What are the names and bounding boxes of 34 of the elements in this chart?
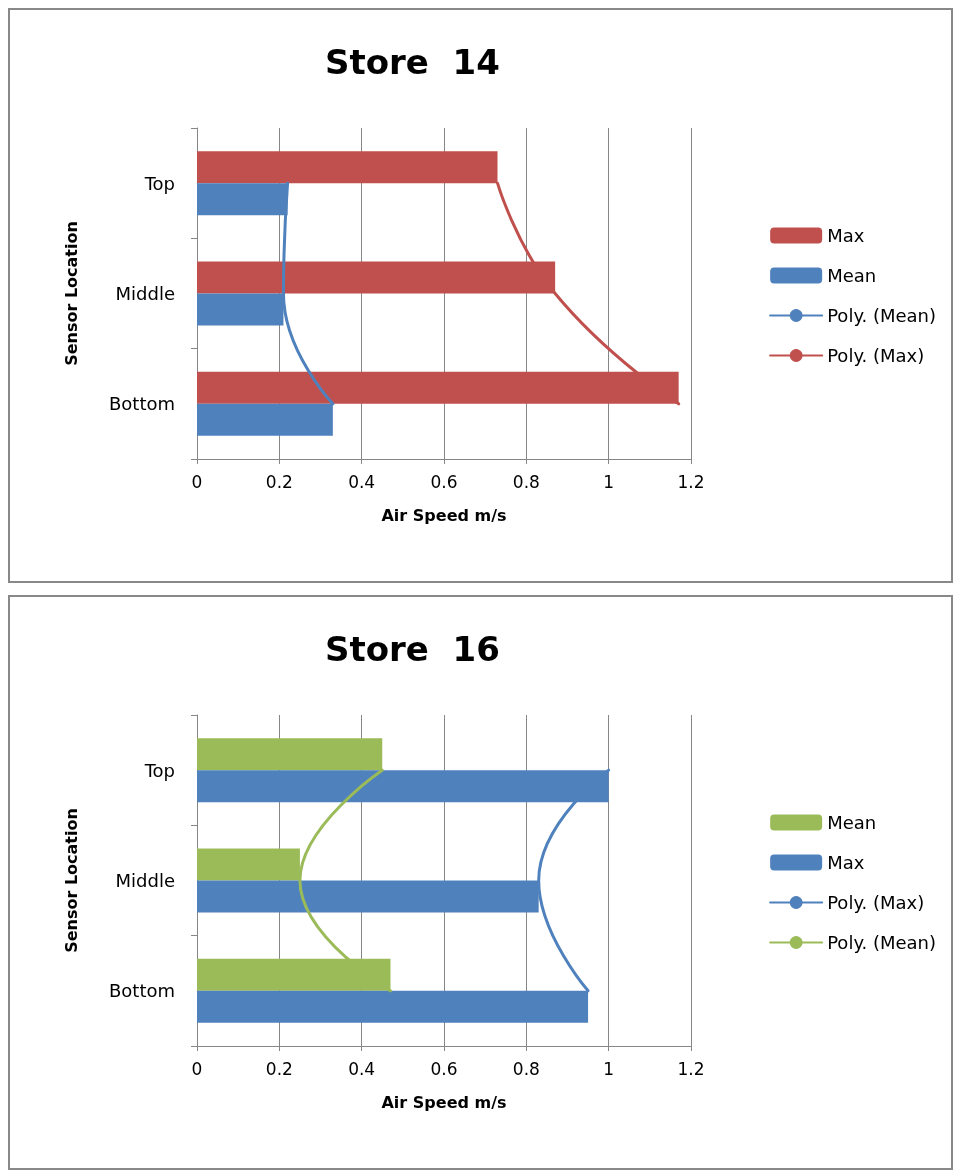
x-tick-label: 1 [603,1058,615,1079]
x-tick-label: 1 [603,471,615,492]
legend-label: Mean [827,812,877,833]
x-tick-label: 0.6 [430,471,458,492]
y-tick-label: Middle [115,870,175,891]
x-tick-label: 0.2 [265,471,293,492]
chart-title: Store 16 [325,629,500,669]
x-tick-label: 0.4 [348,1058,376,1079]
x-tick-label: 0.2 [265,1058,293,1079]
x-tick-label: 1.2 [677,1058,705,1079]
x-tick-label: 1.2 [677,471,705,492]
legend-label: Mean [827,265,877,286]
x-tick-label: 0 [191,471,203,492]
y-tick-label: Top [143,172,175,194]
legend-label: Poly. (Max) [827,345,925,366]
legend-label: Poly. (Mean) [827,932,936,953]
x-axis-title: Air Speed m/s [381,505,507,525]
y-axis-title: Sensor Location [61,808,81,953]
legend-label: Poly. (Max) [827,892,925,913]
chart-title: Store 14 [325,42,500,82]
y-tick-label: Bottom [108,393,175,415]
x-tick-label: 0.6 [430,1058,458,1079]
y-tick-label: Bottom [108,980,175,1002]
legend-label: Max [827,852,865,873]
x-tick-label: 0.4 [348,471,376,492]
legend-label: Max [827,225,865,246]
x-tick-label: 0 [191,1058,203,1079]
x-axis-title: Air Speed m/s [381,1092,507,1112]
x-tick-label: 0.8 [512,1058,540,1079]
x-tick-label: 0.8 [512,471,540,492]
y-tick-label: Top [143,759,175,781]
y-tick-label: Middle [115,283,175,304]
y-axis-title: Sensor Location [61,221,81,366]
legend-label: Poly. (Mean) [827,305,936,326]
